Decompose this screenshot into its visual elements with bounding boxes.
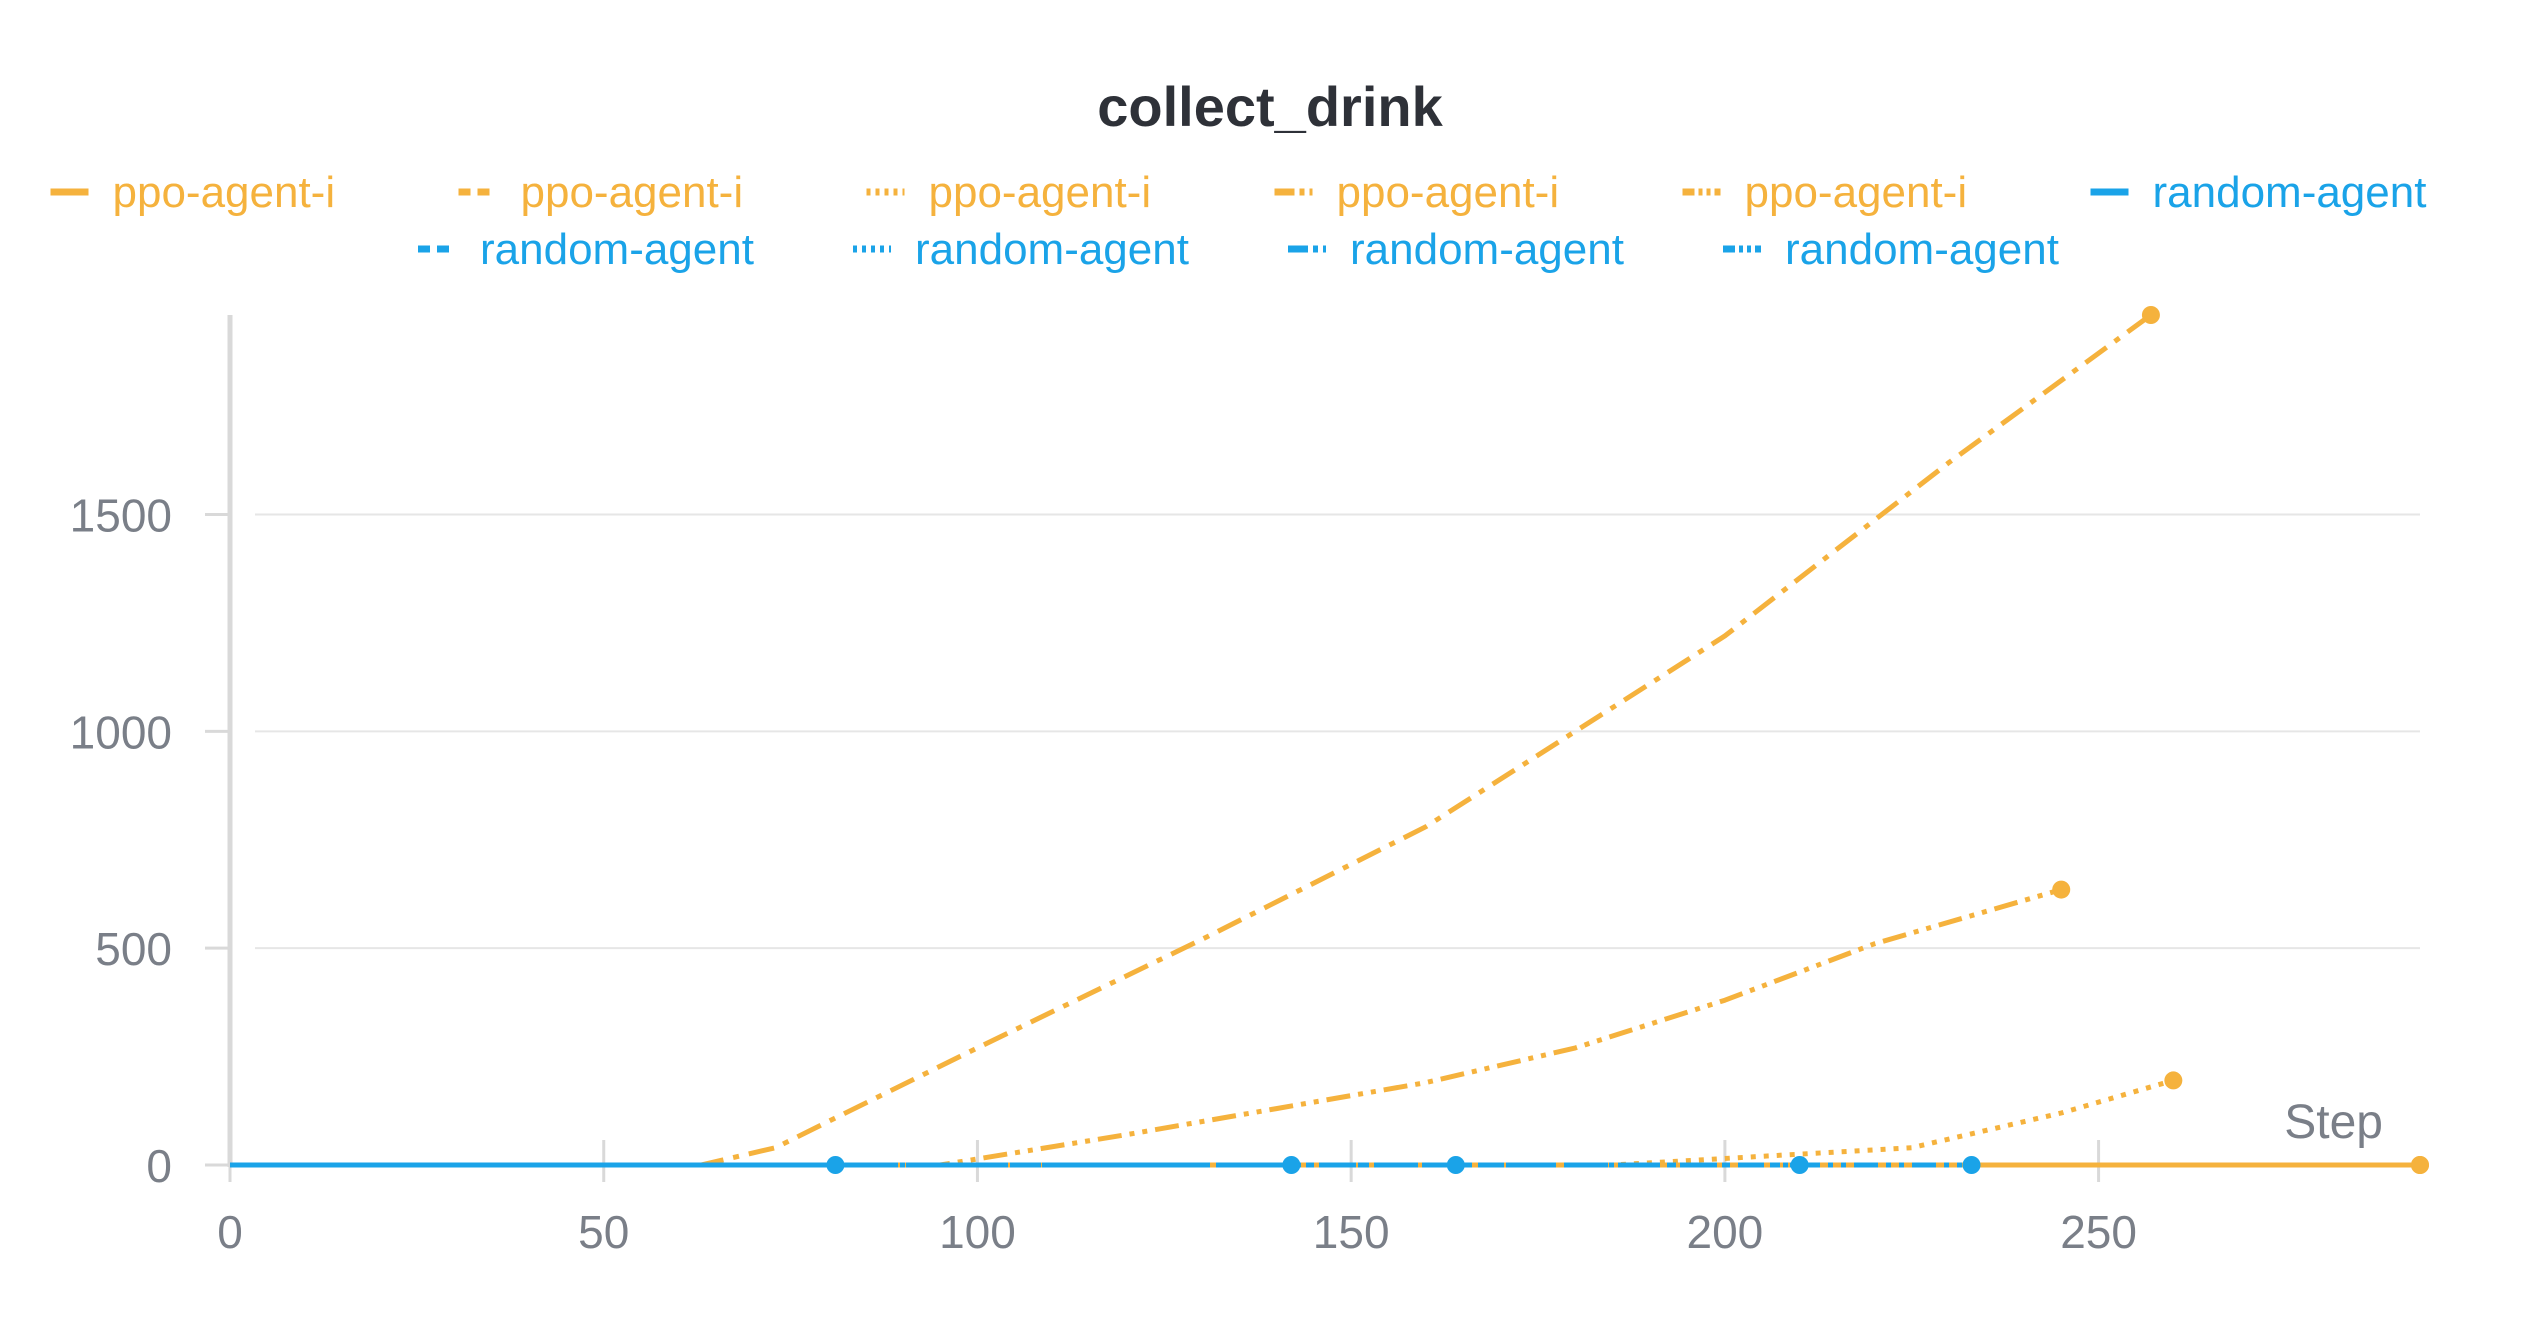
series-line-ppo-dashdot[interactable] xyxy=(230,312,2153,1168)
legend-item[interactable]: ppo-agent-i xyxy=(50,168,336,217)
y-tick-label: 1500 xyxy=(70,489,172,541)
series-end-point[interactable] xyxy=(1962,1156,1981,1174)
legend-item[interactable]: random-agent xyxy=(2090,168,2427,217)
x-tick-label: 0 xyxy=(217,1206,243,1258)
legend-label: random-agent xyxy=(1785,225,2059,274)
x-tick-label: 50 xyxy=(578,1206,629,1258)
x-tick-label: 150 xyxy=(1313,1206,1390,1258)
series-end-point[interactable] xyxy=(2164,1071,2183,1090)
legend[interactable]: ppo-agent-i ppo-agent-i ppo-agent-i ppo-age… xyxy=(50,168,2427,274)
gridlines xyxy=(255,513,2420,950)
legend-label: ppo-agent-i xyxy=(521,168,744,217)
axes: 0 500 1000 1500 0 50 100 150 200 250 xyxy=(70,315,2420,1258)
legend-item[interactable]: ppo-agent-i xyxy=(866,168,1152,217)
series-line-ppo-dashdotdot[interactable] xyxy=(230,887,2062,1168)
legend-item[interactable]: random-agent xyxy=(418,225,754,274)
y-tick-label: 1000 xyxy=(70,706,172,758)
series-end-point[interactable] xyxy=(2052,880,2071,899)
series-end-point[interactable] xyxy=(1446,1156,1465,1174)
x-tick-label: 100 xyxy=(939,1206,1016,1258)
x-tick-label: 250 xyxy=(2060,1206,2137,1258)
end-points-layer[interactable] xyxy=(826,306,2429,1174)
legend-item[interactable]: random-agent xyxy=(853,225,1189,274)
legend-item[interactable]: ppo-agent-i xyxy=(1274,168,1560,217)
legend-label: random-agent xyxy=(2153,168,2427,217)
x-tick-label: 200 xyxy=(1687,1206,1764,1258)
legend-label: ppo-agent-i xyxy=(1745,168,1968,217)
legend-item[interactable]: random-agent xyxy=(1288,225,1624,274)
series-end-point[interactable] xyxy=(1790,1156,1809,1174)
legend-label: ppo-agent-i xyxy=(1337,168,1560,217)
legend-label: ppo-agent-i xyxy=(113,168,336,217)
legend-item[interactable]: ppo-agent-i xyxy=(1682,168,1968,217)
series-end-point[interactable] xyxy=(2411,1156,2429,1174)
series-end-point[interactable] xyxy=(1282,1156,1301,1174)
legend-item[interactable]: random-agent xyxy=(1723,225,2059,274)
series-end-point[interactable] xyxy=(2141,306,2160,324)
legend-label: random-agent xyxy=(915,225,1189,274)
legend-item[interactable]: ppo-agent-i xyxy=(458,168,744,217)
series-layer[interactable] xyxy=(230,312,2420,1168)
legend-label: random-agent xyxy=(1350,225,1624,274)
x-axis-label: Step xyxy=(2284,1096,2383,1149)
y-tick-label: 500 xyxy=(95,923,172,975)
legend-label: ppo-agent-i xyxy=(929,168,1152,217)
legend-label: random-agent xyxy=(480,225,754,274)
y-tick-label: 0 xyxy=(146,1140,172,1192)
chart-title: collect_drink xyxy=(1097,75,1443,138)
series-end-point[interactable] xyxy=(826,1156,845,1174)
